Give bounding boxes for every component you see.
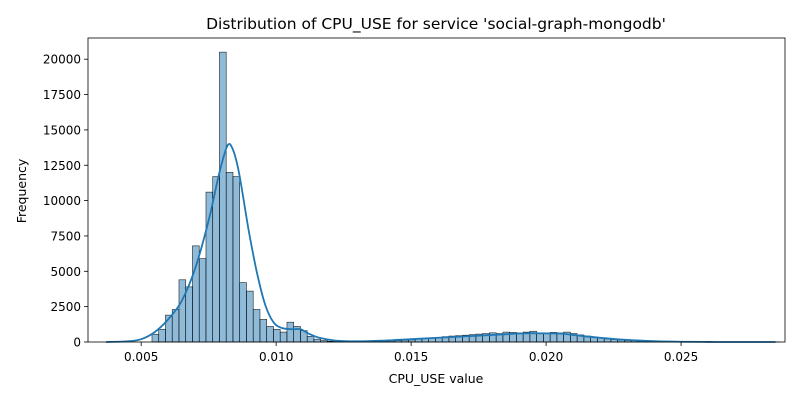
histogram-bar	[287, 322, 294, 342]
histogram-bar	[280, 332, 287, 342]
chart-title: Distribution of CPU_USE for service 'soc…	[206, 15, 666, 34]
histogram-bar	[199, 259, 206, 342]
x-tick-label: 0.020	[529, 350, 563, 364]
histogram-bar	[246, 291, 253, 342]
x-axis-label: CPU_USE value	[389, 371, 484, 386]
histogram-bar	[240, 283, 247, 342]
y-tick-label: 2500	[50, 300, 81, 314]
y-tick-label: 12500	[43, 159, 81, 173]
histogram-bar	[267, 326, 274, 342]
histogram-bar	[314, 339, 321, 342]
histogram-bars	[152, 52, 780, 342]
histogram-bar	[260, 319, 267, 342]
histogram-bar	[253, 309, 260, 342]
y-tick-label: 0	[73, 336, 81, 350]
histogram-bar	[179, 280, 186, 342]
x-tick-label: 0.005	[124, 350, 158, 364]
histogram-bar	[152, 334, 159, 342]
y-tick-label: 7500	[50, 229, 81, 243]
histogram-bar	[186, 287, 193, 342]
x-tick-label: 0.010	[259, 350, 293, 364]
axes: 0.005 0.010 0.015 0.020 0.025 0 2500 5000 7500 10…	[43, 38, 785, 364]
y-tick-label: 5000	[50, 265, 81, 279]
histogram-bar	[233, 177, 240, 342]
histogram-bar	[219, 52, 226, 342]
histogram-bar	[273, 329, 280, 342]
y-axis-label: Frequency	[14, 158, 29, 223]
histogram-bar	[159, 329, 166, 342]
y-tick-label: 17500	[43, 88, 81, 102]
y-tick-label: 15000	[43, 123, 81, 137]
histogram-bar	[537, 333, 544, 342]
histogram-bar	[307, 336, 314, 342]
x-tick-label: 0.015	[394, 350, 428, 364]
x-tick-label: 0.025	[664, 350, 698, 364]
y-tick-label: 10000	[43, 194, 81, 208]
histogram-bar	[543, 333, 550, 342]
histogram-bar	[226, 172, 233, 342]
y-tick-label: 20000	[43, 53, 81, 67]
